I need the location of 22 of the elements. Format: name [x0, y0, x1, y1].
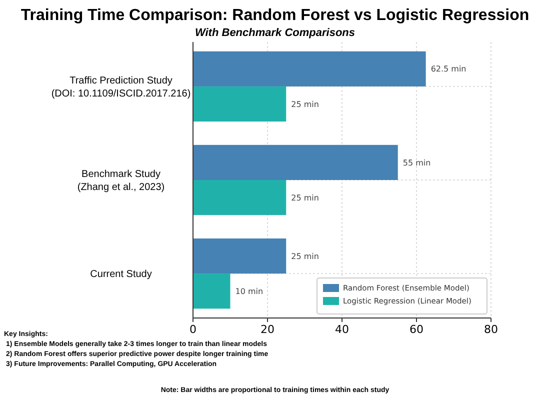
data-label: 10 min	[235, 286, 264, 296]
x-tick-label: 80	[484, 323, 498, 336]
y-tick-label: Traffic Prediction Study (DOI: 10.1109/ISCID.2017.216)	[51, 75, 191, 100]
chart-subtitle: With Benchmark Comparisons	[194, 27, 356, 39]
data-label: 55 min	[402, 158, 431, 168]
chart-title: Training Time Comparison: Random Forest vs Logistic Regression	[20, 7, 530, 24]
data-label: 25 min	[291, 252, 319, 261]
y-tick-label: Benchmark Study (Zhang et al., 2023)	[77, 169, 165, 193]
bar	[193, 51, 426, 86]
y-tick-label: Current Study	[90, 269, 152, 280]
data-label: 25 min	[291, 100, 319, 109]
data-label: 25 min	[291, 193, 319, 202]
bar	[193, 180, 286, 216]
bar	[193, 144, 398, 180]
data-label: 62.5 min	[430, 64, 466, 74]
bar	[193, 274, 230, 309]
x-tick-label: 0	[190, 323, 196, 336]
x-tick-label: 20	[260, 323, 274, 336]
bar	[193, 86, 286, 122]
bar	[193, 238, 286, 274]
x-tick-label: 60	[410, 323, 424, 336]
x-tick-label: 40	[335, 323, 349, 336]
